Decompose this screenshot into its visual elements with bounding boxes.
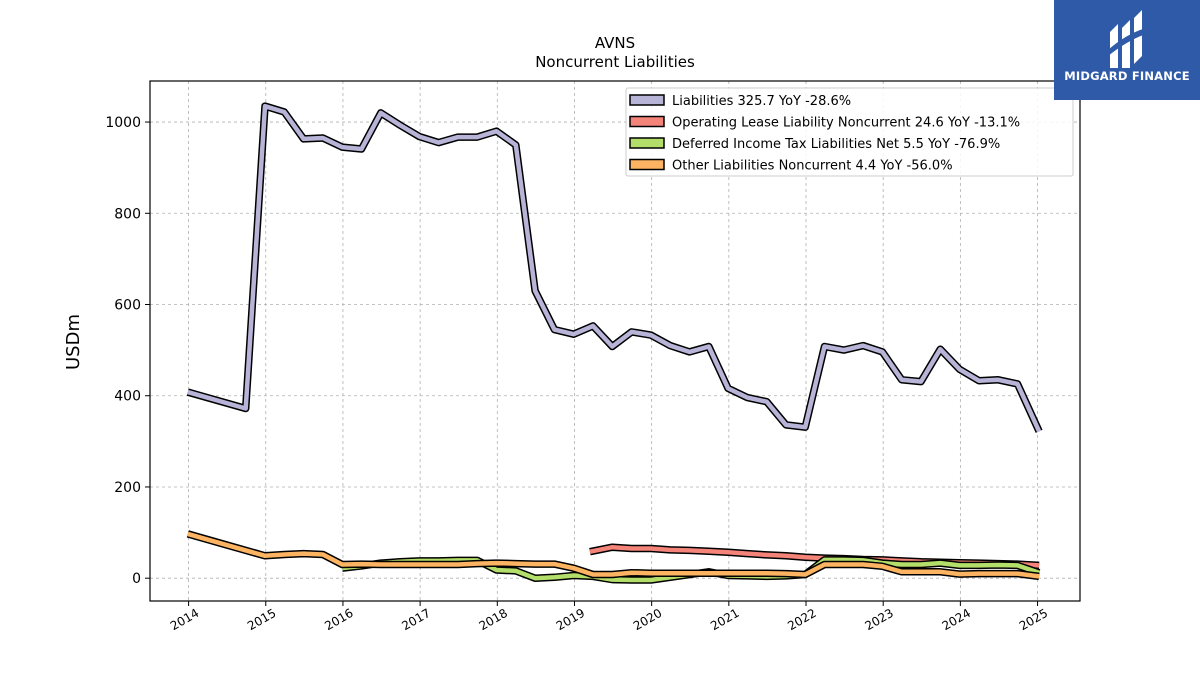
x-tick-label: 2025	[1017, 606, 1050, 633]
y-tick-label: 1000	[105, 115, 141, 131]
x-tick-label: 2021	[708, 606, 741, 633]
x-tick-label: 2022	[785, 606, 818, 633]
y-axis-label: USDm	[63, 314, 84, 370]
brand-mark-icon	[1108, 10, 1146, 68]
legend-swatch	[629, 94, 665, 106]
legend: Liabilities 325.7 YoY -28.6% Operating Le…	[625, 87, 1074, 177]
series-line-1	[187, 103, 1042, 433]
x-tick-label: 2018	[477, 606, 510, 633]
x-tick-label: 2023	[862, 606, 895, 633]
x-tick-label: 2019	[554, 606, 587, 633]
legend-swatch	[629, 137, 665, 149]
x-tick-label: 2024	[940, 606, 973, 633]
legend-swatch	[629, 158, 665, 171]
series-layer	[186, 102, 1043, 584]
x-tick-label: 2020	[631, 606, 664, 633]
series-line-4	[187, 531, 1040, 579]
chart-subtitle: Noncurrent Liabilities	[535, 53, 695, 71]
y-tick-label: 0	[132, 571, 141, 587]
legend-swatch	[629, 115, 665, 128]
legend-entry: Deferred Income Tax Liabilities Net 5.5 …	[672, 137, 1000, 152]
legend-box	[625, 87, 1074, 177]
plot-frame	[149, 80, 1081, 602]
legend-entry: Operating Lease Liability Noncurrent 24.…	[672, 116, 1020, 131]
y-tick-label: 800	[114, 206, 141, 222]
x-tick-label: 2015	[245, 606, 278, 633]
brand-name: MIDGARD FINANCE	[1064, 69, 1190, 83]
y-tick-label: 200	[114, 480, 141, 496]
legend-entry: Liabilities 325.7 YoY -28.6%	[672, 94, 851, 109]
x-tick-label: 2016	[322, 606, 355, 633]
y-tick-label: 400	[114, 389, 141, 405]
chart-title: AVNS	[595, 34, 635, 52]
x-tick-label: 2017	[399, 606, 432, 633]
y-tick-label: 600	[114, 298, 141, 314]
x-tick-label: 2014	[168, 606, 201, 633]
brand-logo: MIDGARD FINANCE	[1054, 0, 1200, 100]
legend-entry: Other Liabilities Noncurrent 4.4 YoY -56…	[672, 159, 953, 174]
